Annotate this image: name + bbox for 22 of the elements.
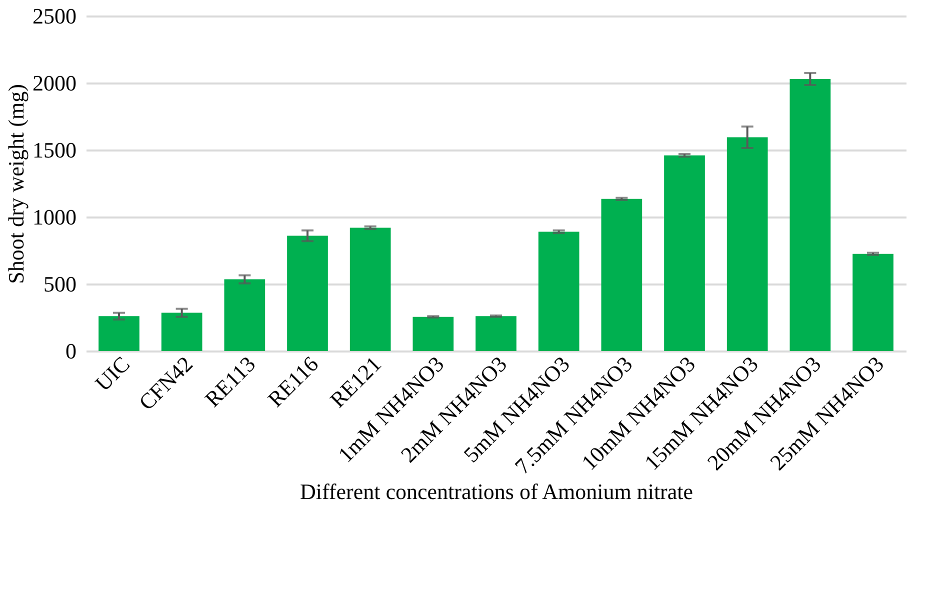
bar — [726, 137, 768, 351]
bar — [412, 316, 454, 351]
bar — [790, 78, 831, 351]
bar — [224, 279, 266, 351]
y-tick-label: 1000 — [32, 204, 76, 230]
bar — [601, 198, 642, 351]
y-tick-label: 2000 — [32, 70, 76, 96]
y-tick-label: 1500 — [32, 138, 76, 162]
bar — [476, 316, 516, 351]
y-tick-label: 500 — [44, 272, 76, 296]
y-axis-title: Shoot dry weight (mg) — [4, 84, 28, 284]
bar — [538, 232, 580, 351]
bar — [161, 312, 202, 351]
bar — [350, 228, 391, 351]
bar — [664, 155, 705, 351]
bar — [852, 254, 894, 351]
bar — [287, 236, 328, 351]
x-axis-title: Different concentrations of Amonium nitrate — [300, 479, 694, 504]
y-tick-label: 2500 — [32, 4, 76, 28]
bar — [98, 316, 140, 351]
x-tick-label: UIC — [90, 351, 135, 396]
y-tick-label: 0 — [66, 338, 76, 364]
